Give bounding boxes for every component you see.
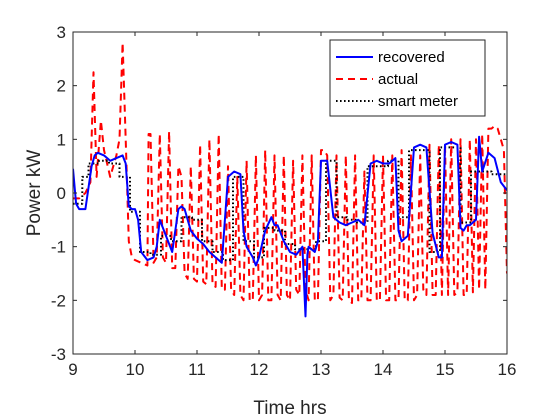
x-tick-label: 14: [374, 360, 393, 379]
series-line-smart-meter: [73, 146, 507, 262]
y-tick-label: 2: [57, 77, 66, 96]
y-axis-ticks: -3 -2 -1 0 1 2 3: [51, 23, 507, 364]
legend-label: recovered: [378, 49, 445, 66]
series-layer: [73, 41, 507, 318]
x-tick-label: 16: [498, 360, 517, 379]
y-tick-label: 3: [57, 23, 66, 42]
x-tick-label: 11: [188, 360, 206, 379]
legend-label: smart meter: [378, 93, 458, 110]
y-tick-label: 0: [57, 184, 66, 203]
legend-box: [329, 39, 486, 117]
legend-label: actual: [378, 71, 418, 88]
x-tick-label: 10: [126, 360, 145, 379]
series-line-actual: [73, 41, 507, 304]
y-tick-label: -1: [51, 238, 66, 257]
series-line-recovered: [73, 135, 507, 318]
x-axis-label: Time hrs: [253, 398, 326, 419]
y-tick-label: 1: [57, 130, 66, 149]
x-tick-label: 15: [436, 360, 455, 379]
x-tick-label: 9: [68, 360, 77, 379]
y-axis-label: Power kW: [24, 150, 45, 237]
x-tick-label: 13: [312, 360, 331, 379]
y-tick-label: -2: [51, 291, 66, 310]
x-axis-ticks: 9 10 11 12 13 14 15 16: [68, 32, 516, 379]
x-tick-label: 12: [250, 360, 269, 379]
y-tick-label: -3: [51, 345, 66, 364]
legend: recovered actual smart meter: [329, 39, 486, 117]
